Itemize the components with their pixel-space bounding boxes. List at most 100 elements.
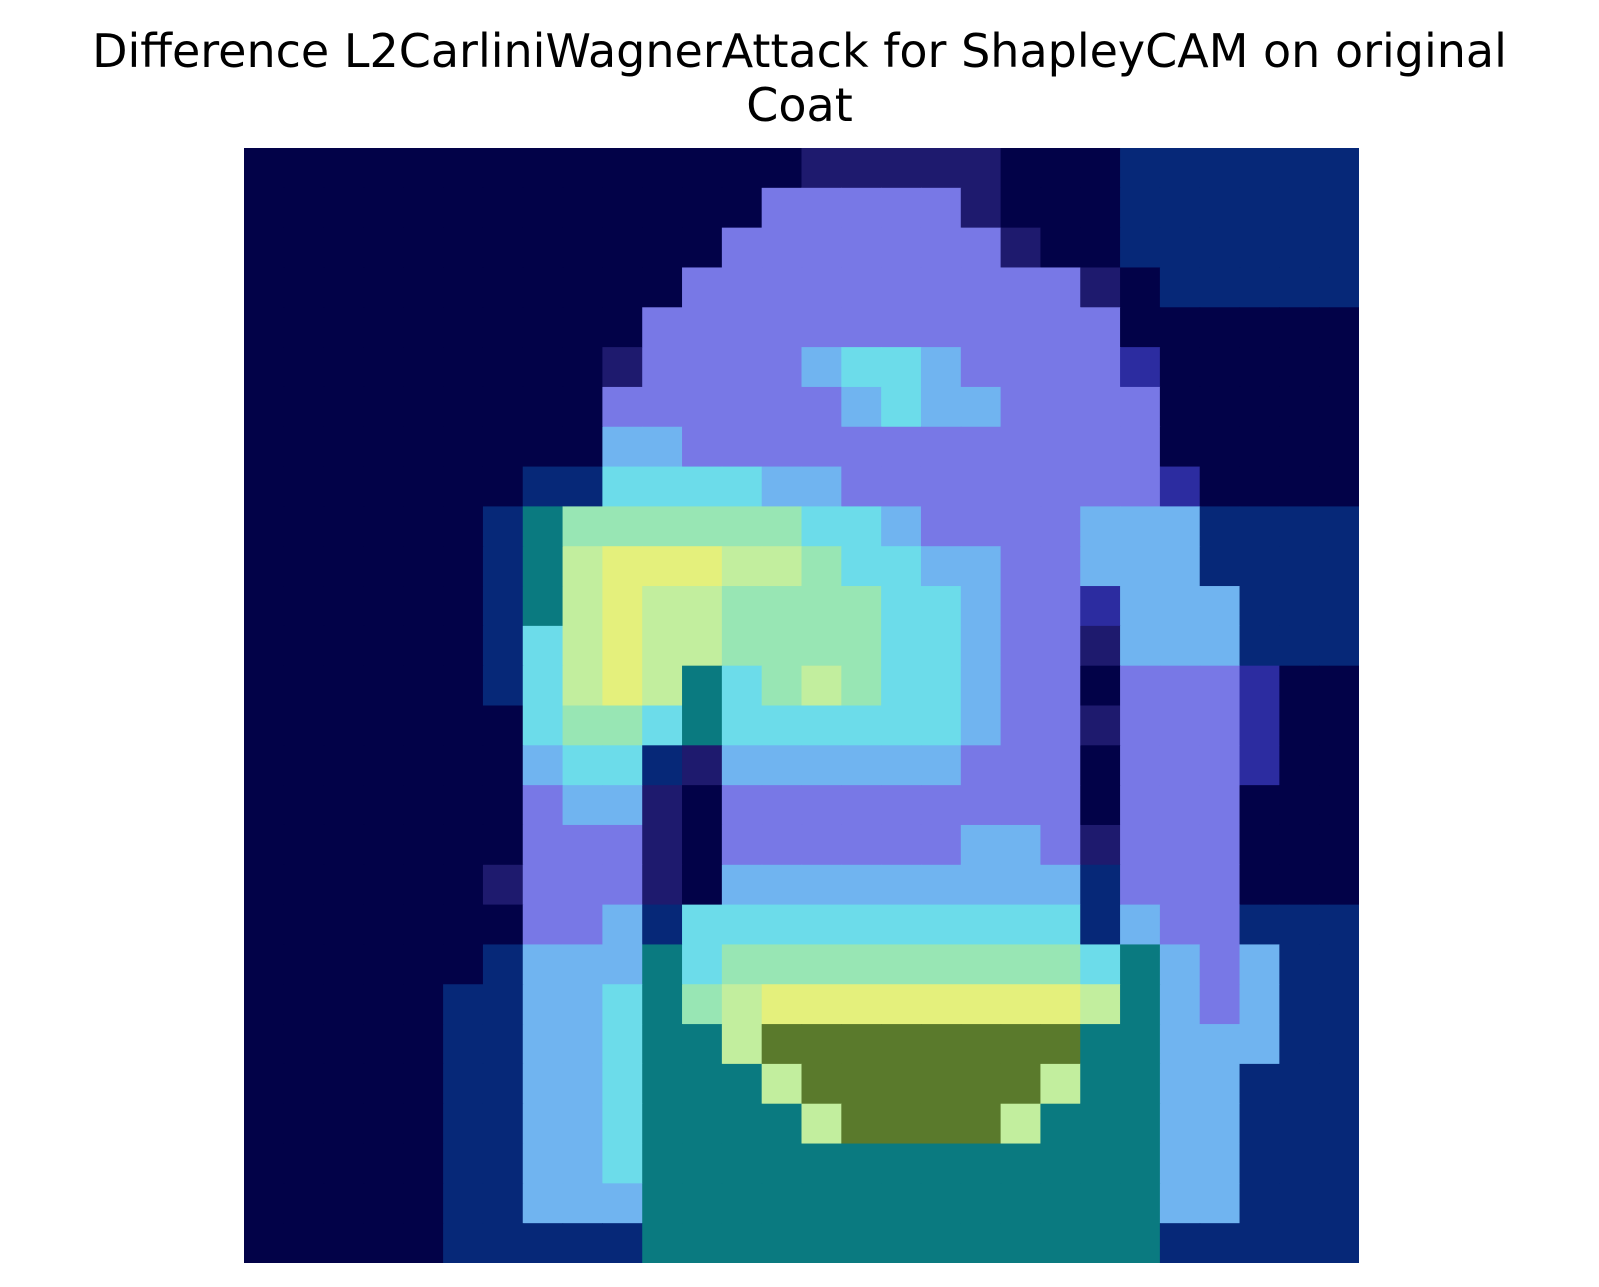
heatmap-cell	[602, 1024, 643, 1065]
heatmap-cell	[960, 267, 1002, 308]
heatmap-cell	[881, 785, 922, 826]
heatmap-cell	[244, 1024, 285, 1065]
heatmap-cell	[1000, 586, 1042, 627]
heatmap-cell	[920, 625, 962, 667]
heatmap-cell	[841, 347, 882, 388]
heatmap-cell	[403, 386, 444, 428]
heatmap-cell	[960, 506, 1002, 547]
heatmap-cell	[482, 984, 524, 1025]
heatmap-cell	[1120, 386, 1161, 428]
heatmap-cell	[1239, 227, 1280, 269]
heatmap-cell	[881, 745, 922, 786]
heatmap-cell	[841, 1143, 882, 1184]
heatmap-cell	[1239, 1063, 1280, 1105]
heatmap-plot	[244, 148, 1359, 1263]
heatmap-cell	[682, 227, 723, 269]
heatmap-cell	[522, 1024, 564, 1065]
heatmap-cell	[323, 187, 365, 229]
heatmap-cell	[244, 705, 285, 746]
heatmap-cell	[602, 506, 643, 547]
heatmap-cell	[1239, 1183, 1280, 1224]
heatmap-cell	[482, 864, 524, 906]
heatmap-cell	[244, 546, 285, 587]
heatmap-cell	[920, 944, 962, 985]
heatmap-cell	[323, 586, 365, 627]
heatmap-cell	[721, 386, 763, 428]
heatmap-cell	[602, 745, 643, 786]
heatmap-cell	[761, 1183, 803, 1224]
heatmap-cell	[642, 506, 683, 547]
heatmap-cell	[1120, 347, 1161, 388]
heatmap-cell	[1000, 705, 1042, 746]
heatmap-cell	[1239, 864, 1280, 906]
heatmap-cell	[682, 347, 723, 388]
heatmap-cell	[403, 466, 444, 507]
heatmap-cell	[881, 347, 922, 388]
heatmap-cell	[363, 466, 404, 507]
heatmap-cell	[920, 1063, 962, 1105]
heatmap-cell	[283, 864, 325, 906]
heatmap-cell	[1239, 546, 1280, 587]
heatmap-cell	[761, 227, 803, 269]
heatmap-cell	[323, 227, 365, 269]
heatmap-cell	[1199, 864, 1241, 906]
heatmap-cell	[363, 824, 404, 866]
heatmap-cell	[642, 625, 683, 667]
heatmap-cell	[1159, 307, 1201, 348]
heatmap-cell	[1080, 1183, 1121, 1224]
heatmap-cell	[1000, 665, 1042, 707]
heatmap-cell	[1080, 625, 1121, 667]
heatmap-cell	[1159, 1183, 1201, 1224]
heatmap-cell	[1159, 625, 1201, 667]
heatmap-cell	[363, 227, 404, 269]
heatmap-cell	[881, 625, 922, 667]
heatmap-cell	[443, 984, 484, 1025]
heatmap-cell	[1120, 984, 1161, 1025]
heatmap-cell	[1319, 586, 1359, 627]
heatmap-cell	[1120, 864, 1161, 906]
heatmap-cell	[283, 1183, 325, 1224]
heatmap-cell	[363, 1223, 404, 1263]
heatmap-cell	[1080, 904, 1121, 946]
heatmap-cell	[1040, 1223, 1081, 1263]
heatmap-cell	[403, 1183, 444, 1224]
heatmap-cell	[1319, 1063, 1359, 1105]
heatmap-cell	[602, 307, 643, 348]
heatmap-cell	[323, 1143, 365, 1184]
heatmap-cell	[1159, 1103, 1201, 1145]
heatmap-cell	[443, 307, 484, 348]
heatmap-cell	[1319, 944, 1359, 985]
heatmap-cell	[801, 1143, 842, 1184]
heatmap-cell	[283, 227, 325, 269]
heatmap-cell	[1319, 625, 1359, 667]
heatmap-cell	[522, 1103, 564, 1145]
heatmap-cell	[482, 307, 524, 348]
heatmap-cell	[602, 227, 643, 269]
heatmap-cell	[881, 267, 922, 308]
heatmap-cell	[244, 506, 285, 547]
heatmap-cell	[323, 864, 365, 906]
heatmap-cell	[841, 745, 882, 786]
heatmap-cell	[1199, 267, 1241, 308]
heatmap-cell	[801, 546, 842, 587]
heatmap-cell	[1040, 944, 1081, 985]
heatmap-cell	[1000, 904, 1042, 946]
heatmap-cell	[602, 665, 643, 707]
heatmap-cell	[1120, 824, 1161, 866]
heatmap-cell	[642, 904, 683, 946]
heatmap-cell	[841, 506, 882, 547]
heatmap-cell	[761, 1103, 803, 1145]
heatmap-cell	[1000, 386, 1042, 428]
heatmap-cell	[244, 227, 285, 269]
heatmap-cell	[960, 1024, 1002, 1065]
heatmap-cell	[443, 705, 484, 746]
heatmap-cell	[1000, 1103, 1042, 1145]
heatmap-cell	[881, 187, 922, 229]
heatmap-cell	[403, 984, 444, 1025]
heatmap-cell	[1319, 386, 1359, 428]
heatmap-cell	[841, 984, 882, 1025]
heatmap-cell	[881, 984, 922, 1025]
heatmap-cell	[1159, 984, 1201, 1025]
heatmap-cell	[721, 904, 763, 946]
heatmap-cell	[562, 745, 603, 786]
